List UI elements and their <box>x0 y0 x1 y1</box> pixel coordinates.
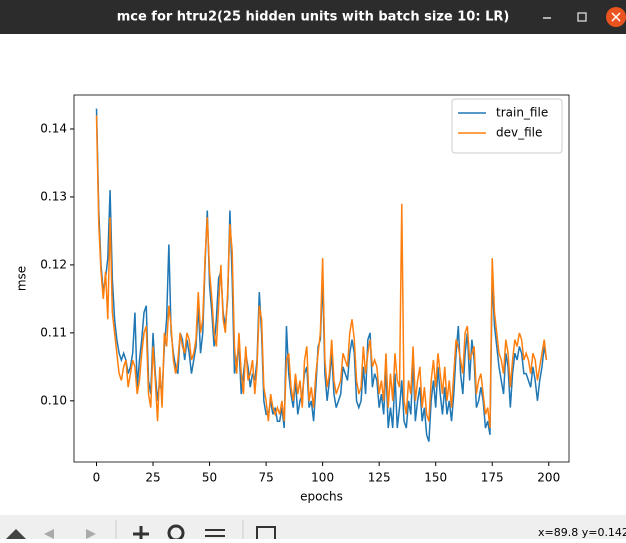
x-tick-label: 0 <box>93 471 101 485</box>
configure-button[interactable] <box>205 529 225 537</box>
x-axis-label: epochs <box>300 490 343 504</box>
x-tick-label: 150 <box>424 471 447 485</box>
y-tick-label: 0.13 <box>40 189 67 203</box>
back-button[interactable] <box>44 529 54 539</box>
maximize-button[interactable] <box>577 12 587 22</box>
close-icon <box>611 12 621 22</box>
window-title: mce for htru2(25 hidden units with batch… <box>117 10 510 25</box>
y-axis-label: mse <box>15 266 29 291</box>
y-tick-label: 0.10 <box>40 393 67 407</box>
title-bar <box>0 0 626 34</box>
x-tick-label: 175 <box>481 471 504 485</box>
x-tick-label: 25 <box>145 471 160 485</box>
x-tick-label: 125 <box>368 471 391 485</box>
series-line <box>95 115 548 429</box>
legend-label: train_file <box>496 106 548 120</box>
cursor-status: x=89.8 y=0.1421 <box>538 526 626 539</box>
pan-button[interactable] <box>133 526 149 539</box>
y-tick-label: 0.11 <box>40 325 67 339</box>
x-tick-label: 200 <box>537 471 560 485</box>
home-button[interactable] <box>6 529 26 539</box>
forward-button[interactable] <box>86 529 96 539</box>
x-tick-label: 75 <box>258 471 273 485</box>
legend-label: dev_file <box>496 126 542 140</box>
y-tick-label: 0.12 <box>40 257 67 271</box>
x-tick-label: 50 <box>202 471 217 485</box>
toolbar <box>0 515 626 539</box>
x-tick-label: 100 <box>311 471 334 485</box>
plot-frame <box>73 94 570 463</box>
y-tick-label: 0.14 <box>40 121 67 135</box>
